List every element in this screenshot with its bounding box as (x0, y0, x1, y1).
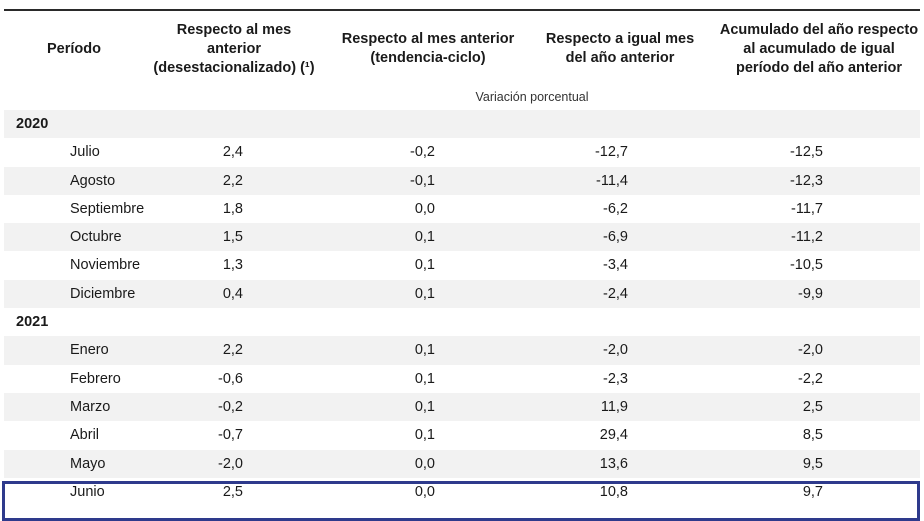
value-cell: -2,4 (603, 285, 628, 302)
table-row: Noviembre 1,3 0,1 -3,4 -10,5 (4, 251, 920, 279)
value-cell: -2,3 (603, 370, 628, 387)
table-body: 2020 Julio 2,4 -0,2 -12,7 -12,5 Agosto 2,2 -0,1 -… (4, 110, 920, 506)
value-cell: 29,4 (599, 427, 628, 444)
value-cell: 0,0 (414, 200, 435, 217)
value-cell: 0,1 (414, 257, 435, 274)
year-row: 2020 (4, 110, 920, 139)
period-label: Marzo (70, 398, 111, 415)
value-cell: 11,9 (600, 398, 628, 415)
value-cell: 10,8 (599, 483, 628, 500)
value-cell: 2,2 (222, 172, 243, 189)
value-cell: 13,6 (599, 455, 628, 472)
unit-label-row: Variación porcentual (4, 85, 920, 109)
value-cell: 2,5 (222, 483, 243, 500)
value-cell: 1,3 (222, 257, 243, 274)
table-row: Mayo -2,0 0,0 13,6 9,5 (4, 449, 920, 478)
value-cell: -12,5 (789, 144, 823, 161)
row-highlight-box (2, 481, 920, 521)
value-cell: -2,0 (798, 342, 823, 359)
value-cell: -2,0 (218, 455, 243, 472)
value-cell: 0,1 (414, 370, 435, 387)
value-cell: -6,9 (603, 229, 628, 246)
table-row: Marzo -0,2 0,1 11,9 2,5 (4, 392, 920, 422)
period-label: Enero (70, 342, 109, 359)
value-cell: -0,6 (218, 370, 243, 387)
value-cell: -2,0 (603, 342, 628, 359)
value-cell: -12,3 (789, 172, 823, 189)
table-row: Julio 2,4 -0,2 -12,7 -12,5 (4, 138, 920, 166)
unit-label: Variación porcentual (475, 90, 589, 104)
table-top-rule (4, 9, 920, 11)
table-row: Abril -0,7 0,1 29,4 8,5 (4, 421, 920, 449)
table-row: Agosto 2,2 -0,1 -11,4 -12,3 (4, 166, 920, 195)
period-label: Octubre (70, 229, 122, 246)
value-cell: -2,2 (798, 370, 823, 387)
value-cell: 8,5 (802, 427, 823, 444)
header-col-month-trend: Respecto al mes anterior (tendencia-cicl… (341, 31, 515, 66)
value-cell: -0,1 (410, 172, 435, 189)
period-label: Abril (70, 427, 100, 444)
value-cell: 1,5 (222, 229, 243, 246)
period-label: Diciembre (70, 285, 136, 302)
value-cell: 0,1 (414, 398, 435, 415)
value-cell: 2,2 (222, 342, 243, 359)
value-cell: -12,7 (594, 144, 628, 161)
value-cell: -3,4 (603, 257, 628, 274)
value-cell: -10,5 (789, 257, 823, 274)
period-label: Septiembre (70, 200, 145, 217)
value-cell: 2,5 (802, 398, 823, 415)
period-label: Junio (70, 483, 105, 500)
value-cell: 0,0 (414, 483, 435, 500)
table-row: Octubre 1,5 0,1 -6,9 -11,2 (4, 223, 920, 252)
value-cell: 0,4 (222, 285, 243, 302)
value-cell: -11,2 (791, 229, 823, 246)
value-cell: 0,0 (414, 455, 435, 472)
value-cell: 1,8 (222, 200, 243, 217)
value-cell: -6,2 (603, 200, 628, 217)
value-cell: 0,1 (414, 285, 435, 302)
value-cell: 0,1 (414, 342, 435, 359)
period-label: Julio (70, 144, 100, 161)
value-cell: 2,4 (222, 144, 243, 161)
header-col-year-over-year: Respecto a igual mes del año anterior (545, 31, 695, 66)
value-cell: 0,1 (414, 229, 435, 246)
value-cell: -11,7 (791, 200, 823, 217)
value-cell: -0,7 (218, 427, 243, 444)
header-col-cumulative: Acumulado del año respecto al acumulado … (719, 21, 919, 76)
value-cell: -0,2 (218, 398, 243, 415)
period-label: Febrero (70, 370, 121, 387)
value-cell: -11,4 (596, 172, 628, 189)
table-row: Septiembre 1,8 0,0 -6,2 -11,7 (4, 195, 920, 223)
table-row: Diciembre 0,4 0,1 -2,4 -9,9 (4, 279, 920, 309)
year-label: 2020 (16, 116, 49, 132)
value-cell: -9,9 (798, 285, 823, 302)
period-label: Noviembre (70, 257, 141, 274)
table-row: Junio 2,5 0,0 10,8 9,7 (4, 478, 920, 506)
table-row: Enero 2,2 0,1 -2,0 -2,0 (4, 336, 920, 365)
value-cell: 0,1 (414, 427, 435, 444)
table-row: Febrero -0,6 0,1 -2,3 -2,2 (4, 365, 920, 393)
header-period: Período (47, 40, 101, 57)
year-row: 2021 (4, 308, 920, 336)
period-label: Agosto (70, 172, 116, 189)
period-label: Mayo (70, 455, 106, 472)
value-cell: -0,2 (410, 144, 435, 161)
header-col-month-seasonal: Respecto al mes anterior (desestacionali… (153, 21, 315, 76)
year-label: 2021 (16, 314, 49, 331)
value-cell: 9,5 (802, 455, 823, 472)
value-cell: 9,7 (802, 483, 823, 500)
